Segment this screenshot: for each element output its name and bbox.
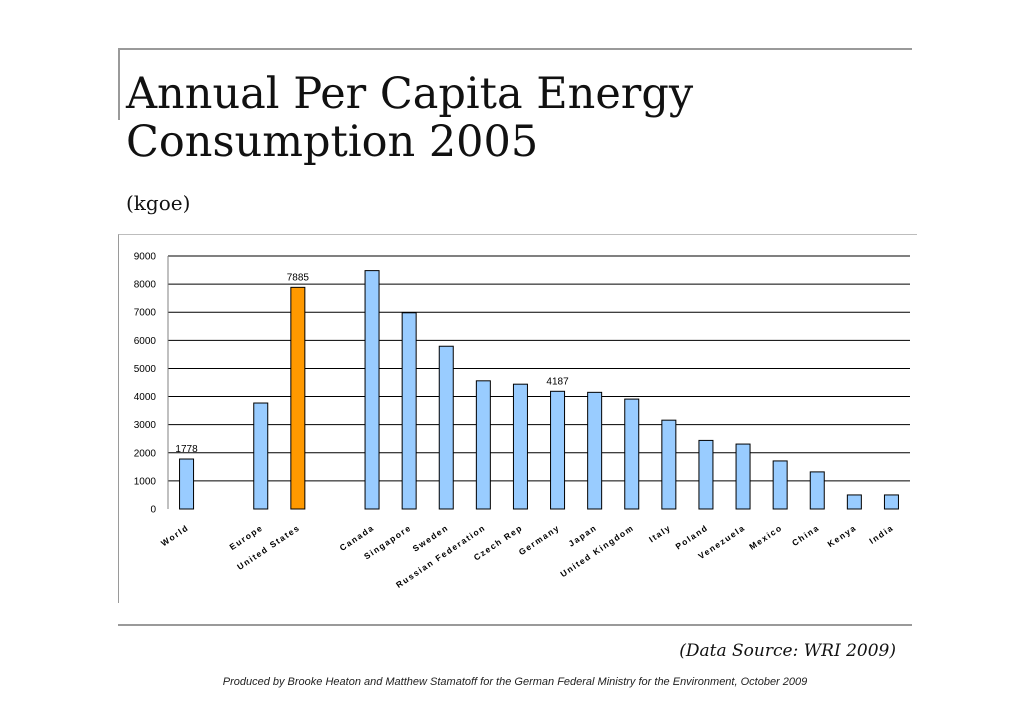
x-tick-label: Germany [517,522,562,557]
x-tick-label: World [159,522,191,548]
left-accent-line [118,48,120,120]
y-tick-label: 8000 [134,280,157,291]
units-label: (kgoe) [126,191,191,215]
bottom-divider-line [118,624,912,626]
bar [364,270,380,510]
bar [883,494,899,510]
credit-line: Produced by Brooke Heaton and Matthew St… [222,676,808,688]
bar [809,471,825,510]
y-tick-label: 0 [150,505,156,516]
y-tick-label: 3000 [134,420,157,431]
x-tick-label: United States [235,522,302,572]
bar [772,460,788,510]
y-tick-label: 6000 [134,336,157,347]
top-divider-line [118,48,912,50]
x-tick-label: Kenya [826,522,859,549]
x-tick-label: India [867,522,895,546]
data-label: 7885 [287,272,310,283]
data-label: 1778 [175,444,198,455]
bar [550,390,566,510]
x-tick-label: Italy [647,522,673,544]
y-tick-label: 2000 [134,448,157,459]
bar [846,494,862,510]
x-tick-label: Mexico [747,522,784,551]
bar-chart: 0 1000 2000 3000 4000 5000 6000 7000 8000 9000 177… [134,252,910,590]
bar [179,458,195,510]
bar [401,312,417,510]
bar [624,398,640,510]
bar [698,439,714,510]
data-label: 4187 [546,376,569,387]
y-tick-label: 9000 [134,252,157,263]
data-source-note: (Data Source: WRI 2009) [679,641,896,661]
y-tick-label: 4000 [134,392,157,403]
bar [253,402,269,510]
x-tick-label: China [790,522,821,548]
y-tick-label: 7000 [134,308,157,319]
bar [661,419,677,510]
bar [512,383,528,510]
bar [475,380,491,510]
bar-highlighted [290,286,306,510]
bar [587,391,603,510]
y-tick-label: 5000 [134,364,157,375]
bar [438,345,454,510]
x-tick-label: Japan [567,522,599,548]
bar [735,443,751,510]
chart-frame [118,234,917,603]
y-tick-label: 1000 [134,476,157,487]
slide-title: Annual Per Capita Energy Consumption 200… [126,69,694,167]
